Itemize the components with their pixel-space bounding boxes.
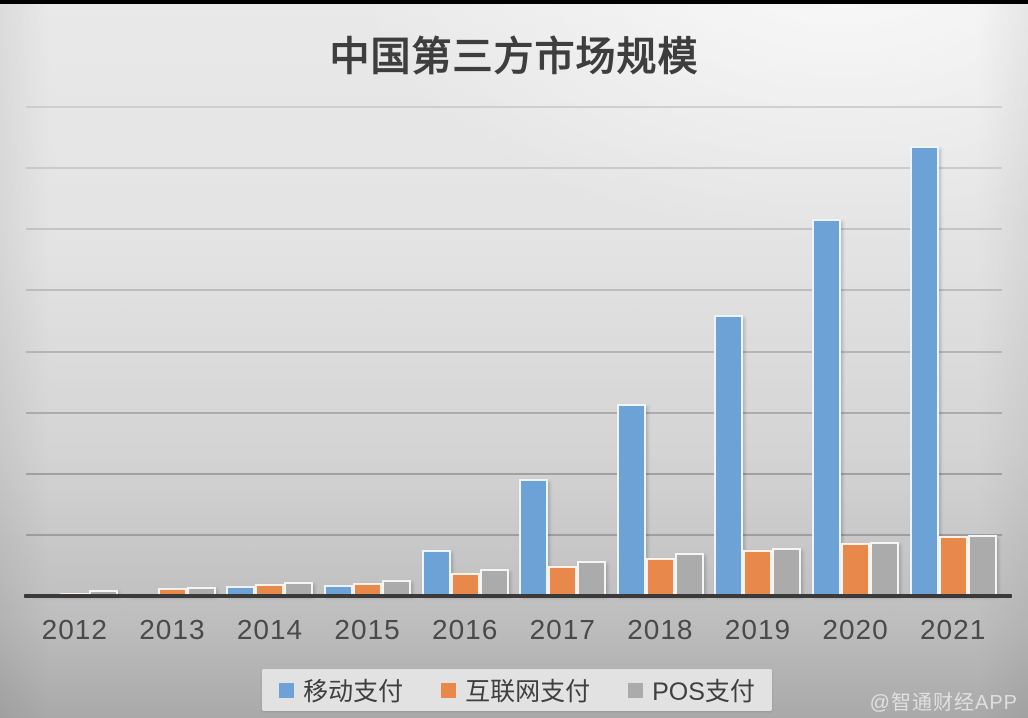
bar-internet-2017 bbox=[548, 566, 578, 596]
bar-group-2013 bbox=[124, 107, 222, 596]
x-axis-label-2012: 2012 bbox=[41, 614, 108, 645]
x-axis-label-2016: 2016 bbox=[432, 614, 499, 645]
chart-title: 中国第三方市场规模 bbox=[329, 35, 699, 79]
bar-internet-2015 bbox=[353, 583, 383, 596]
legend: 移动支付 互联网支付 POS支付 bbox=[262, 669, 772, 711]
bar-mobile-2019 bbox=[714, 315, 744, 596]
bar-internet-2016 bbox=[450, 573, 480, 596]
plot-area bbox=[24, 106, 1012, 598]
bar-pos-2019 bbox=[772, 548, 802, 596]
gridline bbox=[26, 533, 1002, 536]
bar-pos-2012 bbox=[89, 590, 119, 596]
bar-group-2014 bbox=[221, 107, 319, 596]
bar-internet-2019 bbox=[743, 550, 773, 596]
bar-internet-2018 bbox=[645, 558, 675, 596]
bar-group-2020 bbox=[807, 107, 905, 596]
gridline bbox=[26, 106, 1002, 108]
bar-mobile-2015 bbox=[324, 585, 354, 596]
x-axis-label-2017: 2017 bbox=[529, 614, 596, 645]
bar-pos-2020 bbox=[870, 542, 900, 596]
bar-group-2018 bbox=[612, 107, 710, 596]
bar-pos-2018 bbox=[674, 553, 704, 596]
bar-group-2021 bbox=[904, 107, 1002, 596]
legend-label-pos: POS支付 bbox=[652, 678, 755, 706]
bar-group-2016 bbox=[416, 107, 514, 596]
x-axis-label-2014: 2014 bbox=[236, 614, 304, 645]
gridline bbox=[26, 472, 1002, 475]
legend-swatch-mobile bbox=[279, 682, 295, 698]
bar-mobile-2014 bbox=[226, 586, 256, 596]
gridline bbox=[26, 289, 1002, 292]
x-axis-label-2015: 2015 bbox=[334, 614, 401, 645]
x-axis-labels: 2012 2013 2014 2015 2016 2017 2018 2019 2020 2021 bbox=[26, 614, 1002, 654]
bar-mobile-2018 bbox=[616, 404, 646, 596]
gridline bbox=[26, 228, 1002, 231]
bar-group-2017 bbox=[514, 107, 612, 596]
bar-pos-2016 bbox=[479, 569, 509, 596]
bar-mobile-2017 bbox=[519, 479, 549, 596]
legend-item-pos: POS支付 bbox=[628, 672, 755, 708]
bar-internet-2020 bbox=[841, 543, 871, 596]
bar-groups bbox=[26, 107, 1002, 596]
bar-group-2019 bbox=[709, 107, 807, 596]
gridline bbox=[26, 350, 1002, 353]
top-border bbox=[0, 0, 1028, 4]
bar-mobile-2021 bbox=[909, 146, 939, 596]
bar-internet-2014 bbox=[255, 584, 285, 596]
watermark: @智通财经APP bbox=[869, 692, 1018, 714]
x-axis-label-2019: 2019 bbox=[724, 614, 792, 645]
bar-pos-2014 bbox=[284, 582, 314, 596]
x-axis-label-2021: 2021 bbox=[919, 614, 987, 645]
bar-pos-2015 bbox=[382, 580, 412, 596]
legend-item-internet: 互联网支付 bbox=[441, 672, 590, 708]
gridline bbox=[26, 167, 1002, 170]
legend-item-mobile: 移动支付 bbox=[279, 672, 403, 708]
bar-pos-2021 bbox=[967, 535, 997, 596]
bar-group-2012 bbox=[26, 107, 124, 596]
bar-pos-2017 bbox=[577, 561, 607, 596]
x-axis-label-2020: 2020 bbox=[822, 614, 889, 645]
legend-label-mobile: 移动支付 bbox=[303, 678, 404, 706]
gridline bbox=[26, 411, 1002, 414]
bar-mobile-2016 bbox=[421, 550, 451, 596]
x-axis-line bbox=[24, 594, 1012, 598]
x-axis-label-2018: 2018 bbox=[627, 614, 694, 645]
bar-internet-2021 bbox=[938, 536, 968, 596]
bar-mobile-2020 bbox=[812, 219, 842, 596]
x-axis-label-2013: 2013 bbox=[139, 614, 206, 645]
legend-swatch-internet bbox=[441, 682, 457, 698]
bar-group-2015 bbox=[319, 107, 417, 596]
bar-internet-2013 bbox=[157, 588, 187, 596]
legend-label-internet: 互联网支付 bbox=[465, 678, 591, 706]
legend-swatch-pos bbox=[628, 682, 644, 698]
bar-pos-2013 bbox=[186, 587, 216, 596]
